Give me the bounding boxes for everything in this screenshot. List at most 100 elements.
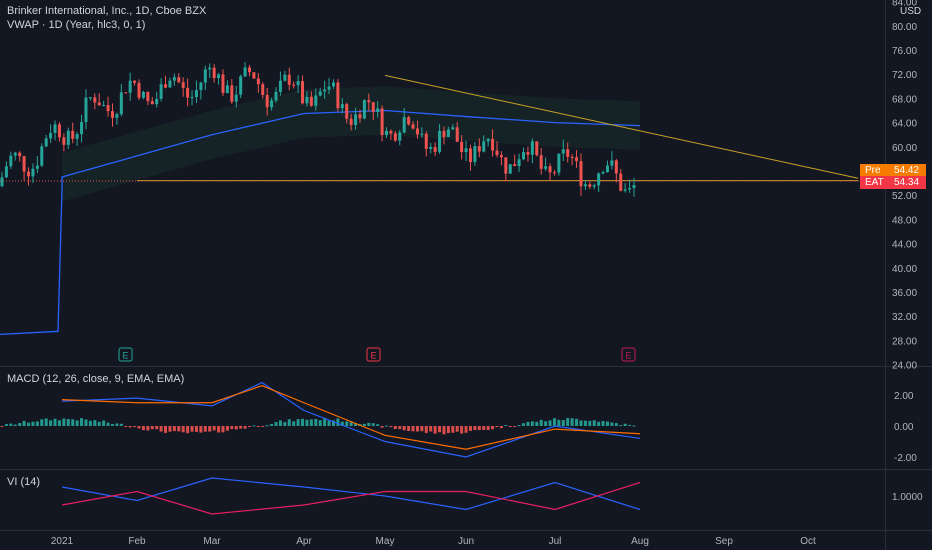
macd-histogram-bar: [442, 426, 446, 435]
macd-histogram-bar: [477, 426, 481, 431]
macd-histogram-bar: [247, 426, 251, 427]
candle-body: [482, 141, 486, 152]
candle-body: [376, 108, 380, 112]
candle-body: [88, 97, 92, 99]
price-tick-label: 32.00: [892, 312, 917, 323]
candle-body: [115, 114, 119, 118]
candle-body: [309, 96, 313, 106]
candle-body: [49, 132, 53, 139]
macd-histogram-bar: [252, 425, 256, 427]
macd-histogram-bar: [292, 421, 296, 426]
macd-histogram-bar: [517, 425, 521, 427]
macd-histogram-bar: [57, 420, 61, 426]
macd-histogram-bar: [97, 421, 101, 426]
candle-body: [106, 105, 110, 112]
candle-body: [530, 141, 534, 155]
macd-histogram-bar: [354, 423, 358, 426]
macd-histogram-bar: [190, 426, 194, 432]
macd-histogram-bar: [588, 420, 592, 426]
macd-histogram-bar: [283, 422, 287, 426]
macd-histogram-bar: [371, 423, 375, 426]
price-tick-label: 48.00: [892, 215, 917, 226]
earnings-marker-label: E: [625, 351, 631, 361]
macd-histogram-bar: [486, 426, 490, 430]
macd-histogram-bar: [455, 426, 459, 432]
candle-body: [80, 122, 84, 135]
earnings-marker: E: [621, 347, 636, 362]
candle-body: [345, 104, 349, 119]
candle-body: [362, 100, 366, 119]
macd-histogram-bar: [393, 426, 397, 430]
macd-histogram-bar: [389, 426, 393, 428]
candle-body: [358, 114, 362, 119]
candle-body: [18, 152, 22, 157]
macd-histogram-bar: [71, 419, 75, 426]
candle-body: [44, 138, 48, 147]
time-tick-label: Jun: [458, 536, 474, 547]
macd-histogram-bar: [376, 424, 380, 426]
macd-histogram-bar: [186, 426, 190, 434]
time-tick-label: Oct: [800, 536, 816, 547]
macd-histogram-bar: [80, 418, 84, 426]
candle-body: [323, 89, 327, 92]
macd-histogram-bar: [172, 426, 176, 432]
candle-body: [164, 84, 168, 88]
macd-histogram-bar: [49, 420, 53, 426]
candle-body: [424, 133, 428, 149]
candle-body: [190, 96, 194, 98]
candle-body: [548, 166, 552, 173]
macd-histogram-bar: [93, 420, 97, 426]
candle-body: [583, 184, 587, 187]
candle-body: [393, 133, 397, 141]
candle-body: [331, 82, 335, 87]
macd-histogram-bar: [194, 426, 198, 432]
candle-body: [588, 184, 592, 187]
candle-body: [402, 117, 406, 133]
macd-histogram-bar: [468, 426, 472, 431]
candle-body: [579, 161, 583, 187]
vwap-line: [0, 109, 641, 335]
macd-histogram-bar: [583, 420, 587, 426]
candle-body: [137, 82, 141, 98]
macd-histogram-bar: [597, 421, 601, 426]
macd-histogram-bar: [424, 426, 428, 434]
macd-histogram-bar: [544, 421, 548, 426]
earnings-marker: E: [366, 347, 381, 362]
candle-body: [0, 177, 4, 187]
macd-histogram-bar: [345, 421, 349, 426]
macd-histogram-bar: [548, 420, 552, 426]
macd-histogram-bar: [460, 426, 464, 434]
candle-body: [522, 152, 526, 160]
macd-histogram-bar: [628, 424, 632, 426]
candle-body: [557, 153, 561, 173]
price-tick-label: 28.00: [892, 336, 917, 347]
macd-histogram-bar: [199, 426, 203, 433]
candle-body: [601, 172, 605, 174]
candle-body: [181, 82, 185, 88]
macd-histogram-bar: [0, 426, 4, 427]
macd-histogram-bar: [402, 426, 406, 431]
macd-histogram-bar: [9, 423, 13, 426]
macd-histogram-bar: [4, 424, 8, 426]
price-tick-label: 64.00: [892, 119, 917, 130]
macd-histogram-bar: [614, 423, 618, 426]
earnings-marker-box: [621, 347, 636, 362]
chart-title: Brinker International, Inc., 1D, Cboe BZ…: [7, 5, 207, 17]
macd-histogram-bar: [552, 418, 556, 426]
macd-histogram-bar: [491, 426, 495, 430]
macd-histogram-bar: [119, 423, 123, 426]
earnings-marker-label: E: [370, 351, 376, 361]
candle-body: [354, 114, 358, 125]
macd-histogram-bar: [362, 423, 366, 426]
candle-body: [35, 165, 39, 169]
candle-body: [234, 94, 238, 102]
candle-body: [84, 97, 88, 123]
price-tick-label: 24.00: [892, 361, 917, 372]
macd-histogram-bar: [137, 426, 141, 429]
candle-body: [212, 67, 216, 79]
macd-histogram-bar: [464, 426, 468, 433]
candle-body: [623, 189, 627, 191]
candle-body: [415, 128, 419, 135]
macd-histogram-bar: [225, 426, 229, 431]
